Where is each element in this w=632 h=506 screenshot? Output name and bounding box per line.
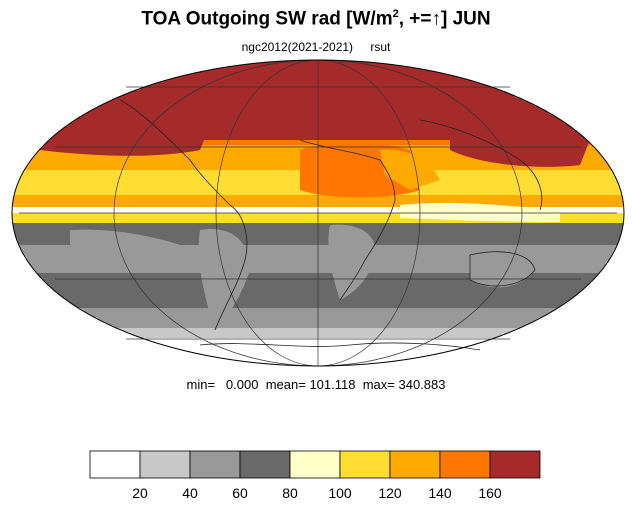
colorbar-swatch [89, 450, 141, 479]
colorbar-swatch [439, 450, 491, 479]
south-america-patch [198, 229, 250, 330]
colorbar-tick-label: 60 [232, 485, 248, 501]
plot-subtitle: ngc2012(2021-2021) rsut [0, 40, 632, 54]
colorbar-swatch [389, 450, 441, 479]
colorbar-swatch [189, 450, 241, 479]
colorbar-tick-label: 120 [378, 485, 402, 501]
colorbar-swatch [339, 450, 391, 479]
africa-south-patch [328, 224, 376, 300]
pacific-stratocumulus [70, 229, 180, 265]
colorbar-tick-label: 140 [428, 485, 452, 501]
plot-title: TOA Outgoing SW rad [W/m2, +=↑] JUN [0, 8, 632, 30]
north-pacific-patch [40, 115, 210, 156]
colorbar-tick-label: 100 [328, 485, 352, 501]
colorbar-tick-label: 40 [182, 485, 198, 501]
colorbar-swatch [489, 450, 541, 479]
title-superscript: 2 [392, 8, 399, 20]
colorbar-tick-label: 160 [478, 485, 502, 501]
colorbar-swatch [239, 450, 291, 479]
min-label: min= [186, 377, 216, 392]
mean-value: 101.118 [309, 377, 356, 392]
max-label: max= [362, 377, 395, 392]
east-asia-patch [450, 116, 590, 167]
max-value: 340.883 [398, 377, 446, 392]
mean-label: mean= [265, 377, 306, 392]
arabia-patch [380, 149, 440, 190]
indian-ocean-yellow [400, 202, 560, 222]
colorbar-tick-label: 80 [282, 485, 298, 501]
title-suffix: , +=↑] JUN [398, 8, 491, 30]
colorbar-swatch [139, 450, 191, 479]
stats-line: min= 0.000 mean= 101.118 max= 340.883 [0, 377, 632, 392]
coastlines [119, 99, 543, 351]
colorbar-tick-label: 20 [132, 485, 148, 501]
colorbar-swatch [289, 450, 341, 479]
map-border [11, 59, 625, 367]
australia-patch [470, 248, 535, 288]
subtitle-variable: rsut [370, 40, 391, 54]
min-value: 0.000 [225, 377, 259, 392]
title-prefix: TOA Outgoing SW rad [W/m [141, 8, 393, 30]
subtitle-run: ngc2012(2021-2021) [241, 40, 354, 54]
